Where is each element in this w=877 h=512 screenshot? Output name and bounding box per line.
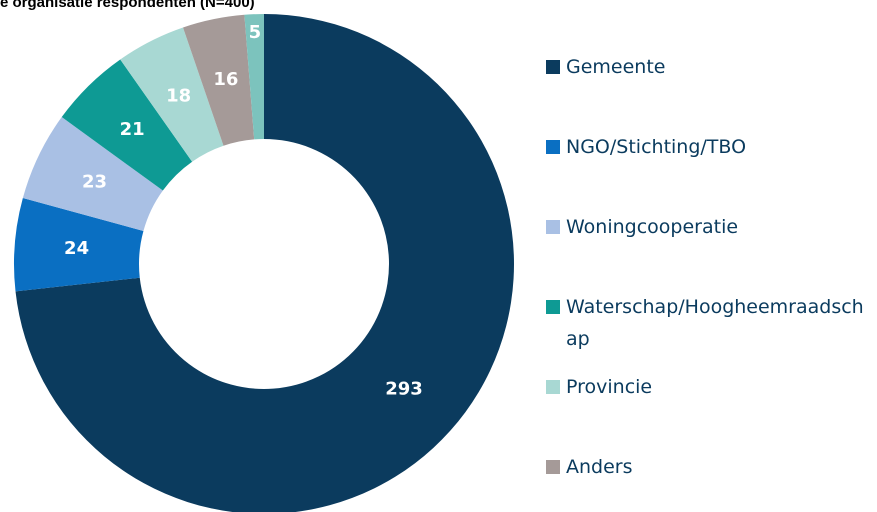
data-label: 16 <box>213 69 238 90</box>
legend-swatch <box>546 140 560 154</box>
slice <box>183 14 255 146</box>
legend-swatch <box>546 60 560 74</box>
legend-label: Provincie <box>566 376 653 398</box>
data-label: 24 <box>64 238 89 259</box>
data-label: 21 <box>120 119 145 140</box>
legend-item: Waterschap/Hoogheemraadschap <box>546 291 871 355</box>
legend-label: Gemeente <box>566 56 666 78</box>
chart-title: e organisatie respondenten (N=400) <box>0 0 255 11</box>
legend-swatch <box>546 460 560 474</box>
slice <box>15 14 514 512</box>
slice <box>22 117 163 232</box>
legend-label: Waterschap/Hoogheemraadschap <box>566 296 864 350</box>
legend-swatch <box>546 220 560 234</box>
legend-item: Anders <box>546 451 871 483</box>
legend-item: Gemeente <box>546 51 871 83</box>
slice <box>14 198 144 292</box>
legend-item: Woningcooperatie <box>546 211 871 243</box>
slice <box>120 27 224 162</box>
legend-label: Anders <box>566 456 633 478</box>
slice <box>244 14 264 140</box>
data-label: 293 <box>385 378 423 399</box>
donut: 293 24 23 21 18 16 5 <box>14 14 514 512</box>
data-label: 5 <box>249 22 262 43</box>
data-label: 18 <box>166 85 191 106</box>
legend-swatch <box>546 380 560 394</box>
legend-item: Provincie <box>546 371 871 403</box>
legend-item: NGO/Stichting/TBO <box>546 131 871 163</box>
legend-label: NGO/Stichting/TBO <box>566 136 747 158</box>
legend-swatch <box>546 300 560 314</box>
legend-label: Woningcooperatie <box>566 216 739 238</box>
data-label: 23 <box>82 172 107 193</box>
slice <box>61 59 193 191</box>
